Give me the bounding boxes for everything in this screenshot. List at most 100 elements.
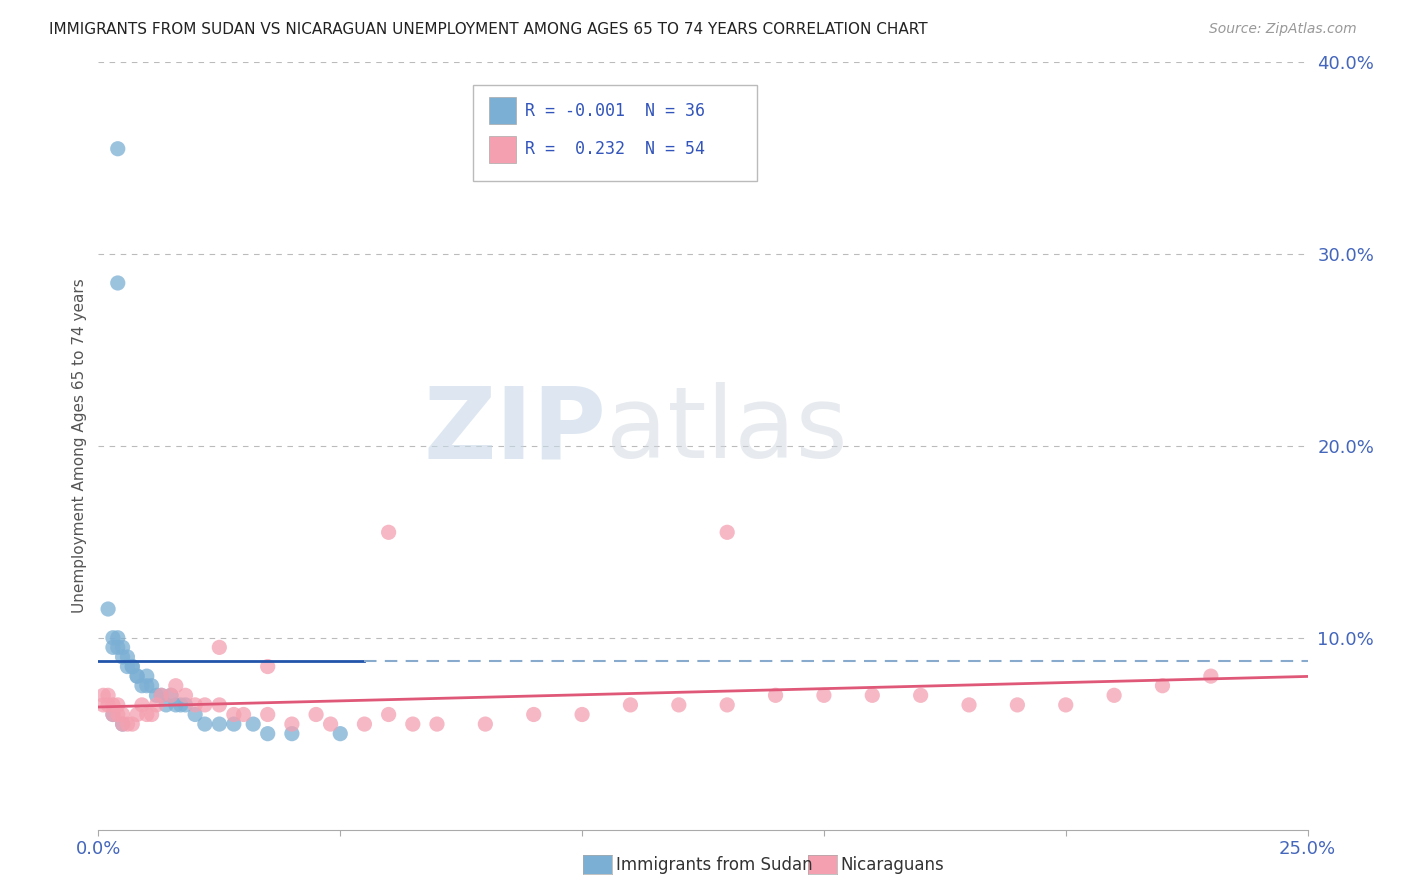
Point — [101, 631, 124, 645]
Point — [91, 689, 114, 703]
Point — [184, 707, 207, 722]
FancyBboxPatch shape — [474, 86, 758, 181]
Point — [150, 689, 173, 703]
Point — [145, 698, 167, 712]
Point — [256, 707, 278, 722]
Point — [957, 698, 980, 712]
Point — [765, 689, 787, 703]
Point — [619, 698, 641, 712]
Point — [111, 717, 134, 731]
Point — [169, 698, 191, 712]
Point — [242, 717, 264, 731]
Point — [194, 698, 217, 712]
Point — [232, 707, 254, 722]
Text: Nicaraguans: Nicaraguans — [841, 856, 945, 874]
Point — [319, 717, 342, 731]
Point — [111, 640, 134, 655]
Point — [91, 698, 114, 712]
Point — [135, 679, 157, 693]
Point — [127, 669, 149, 683]
Point — [107, 640, 129, 655]
Point — [111, 649, 134, 664]
Point — [111, 717, 134, 731]
Point — [145, 689, 167, 703]
Point — [1054, 698, 1077, 712]
Text: Source: ZipAtlas.com: Source: ZipAtlas.com — [1209, 22, 1357, 37]
Point — [1007, 698, 1029, 712]
Point — [121, 659, 143, 673]
Point — [716, 525, 738, 540]
Text: R =  0.232  N = 54: R = 0.232 N = 54 — [526, 140, 706, 158]
Point — [97, 698, 120, 712]
Point — [281, 717, 304, 731]
Point — [1152, 679, 1174, 693]
Point — [184, 698, 207, 712]
Text: atlas: atlas — [606, 382, 848, 479]
Point — [97, 602, 120, 616]
Point — [222, 707, 245, 722]
Point — [222, 717, 245, 731]
Point — [141, 679, 163, 693]
Point — [813, 689, 835, 703]
Point — [117, 717, 139, 731]
Point — [1199, 669, 1222, 683]
Point — [160, 689, 183, 703]
Point — [107, 698, 129, 712]
Point — [131, 698, 153, 712]
Point — [121, 659, 143, 673]
Point — [174, 689, 197, 703]
Point — [101, 640, 124, 655]
Point — [165, 679, 187, 693]
Point — [474, 717, 496, 731]
Point — [107, 142, 129, 156]
Point — [165, 698, 187, 712]
Point — [523, 707, 546, 722]
Point — [117, 659, 139, 673]
Point — [305, 707, 328, 722]
Point — [97, 689, 120, 703]
Point — [353, 717, 375, 731]
Point — [860, 689, 883, 703]
Point — [107, 631, 129, 645]
Point — [1102, 689, 1125, 703]
FancyBboxPatch shape — [489, 136, 516, 162]
Point — [910, 689, 932, 703]
Point — [117, 649, 139, 664]
Point — [155, 698, 177, 712]
Y-axis label: Unemployment Among Ages 65 to 74 years: Unemployment Among Ages 65 to 74 years — [72, 278, 87, 614]
Point — [111, 707, 134, 722]
Text: IMMIGRANTS FROM SUDAN VS NICARAGUAN UNEMPLOYMENT AMONG AGES 65 TO 74 YEARS CORRE: IMMIGRANTS FROM SUDAN VS NICARAGUAN UNEM… — [49, 22, 928, 37]
Point — [131, 679, 153, 693]
Point — [101, 707, 124, 722]
Point — [121, 717, 143, 731]
Point — [208, 640, 231, 655]
Point — [208, 717, 231, 731]
Point — [571, 707, 593, 722]
Point — [107, 276, 129, 290]
Point — [329, 726, 352, 740]
Point — [426, 717, 449, 731]
Point — [127, 707, 149, 722]
Point — [377, 525, 399, 540]
Point — [194, 717, 217, 731]
Point — [101, 698, 124, 712]
Point — [107, 707, 129, 722]
FancyBboxPatch shape — [489, 97, 516, 124]
Point — [141, 707, 163, 722]
Text: ZIP: ZIP — [423, 382, 606, 479]
Text: R = -0.001  N = 36: R = -0.001 N = 36 — [526, 102, 706, 120]
Point — [160, 689, 183, 703]
Point — [208, 698, 231, 712]
Text: Immigrants from Sudan: Immigrants from Sudan — [616, 856, 813, 874]
Point — [135, 669, 157, 683]
Point — [256, 659, 278, 673]
Point — [135, 707, 157, 722]
Point — [150, 689, 173, 703]
Point — [127, 669, 149, 683]
Point — [377, 707, 399, 722]
Point — [668, 698, 690, 712]
Point — [716, 698, 738, 712]
Point — [101, 707, 124, 722]
Point — [281, 726, 304, 740]
Point — [174, 698, 197, 712]
